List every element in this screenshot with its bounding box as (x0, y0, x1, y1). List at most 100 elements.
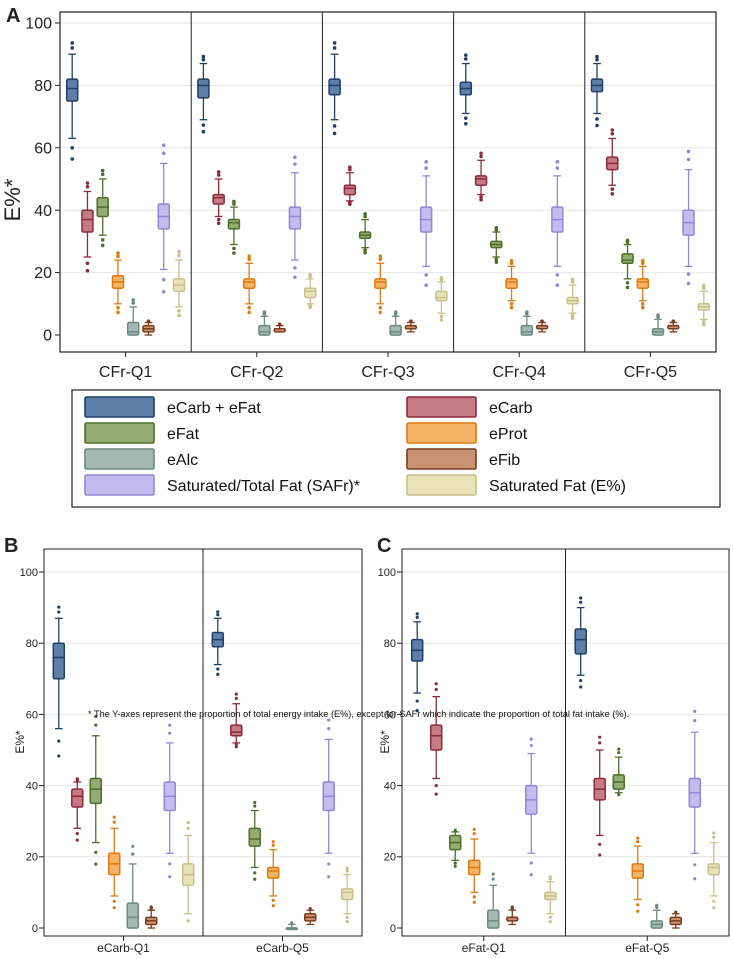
y-tick-label: 0 (43, 328, 52, 345)
box-carb (71, 777, 84, 842)
outlier-point (161, 277, 166, 282)
y-tick-label: 100 (25, 16, 52, 33)
legend-label-safe: Saturated Fat (E%) (489, 478, 626, 495)
outlier-point (595, 123, 599, 128)
outlier-point (112, 820, 116, 824)
box-carb (343, 165, 357, 207)
y-tick-label: 0 (32, 923, 38, 935)
outlier-point (378, 257, 383, 262)
box-iqr (288, 206, 302, 230)
outlier-point (271, 904, 275, 908)
outlier-point (308, 305, 312, 310)
box-iqr (81, 209, 94, 233)
outlier-point (131, 298, 136, 302)
outlier-point (293, 266, 297, 270)
outlier-point (345, 866, 349, 870)
panel-a-plot-frame (59, 11, 717, 353)
box-iqr (227, 218, 241, 230)
outlier-point (415, 615, 419, 619)
y-tick-label: 100 (378, 567, 396, 579)
outlier-point (271, 898, 275, 903)
outlier-point (625, 285, 630, 290)
outlier-point (234, 696, 238, 700)
outlier-point (686, 272, 691, 276)
outlier-point (70, 157, 75, 161)
box-fat (227, 199, 241, 255)
outlier-point (415, 699, 419, 703)
outlier-point (555, 273, 560, 277)
box-alc (126, 298, 140, 336)
outlier-point (579, 678, 583, 683)
outlier-point (186, 919, 190, 923)
box-fat (490, 226, 503, 264)
box-fib (667, 319, 680, 333)
outlier-point (277, 322, 282, 327)
box-carbfat (574, 596, 587, 689)
box-fat (448, 828, 462, 868)
outlier-point (579, 596, 583, 600)
outlier-point (94, 862, 98, 866)
box-carb (474, 151, 488, 202)
box-iqr (574, 628, 587, 655)
outlier-point (598, 842, 602, 846)
outlier-point (579, 600, 583, 604)
outlier-point (548, 919, 552, 924)
box-fat (612, 747, 625, 797)
outlier-point (348, 167, 352, 172)
box-fib (535, 319, 549, 333)
outlier-point (149, 905, 153, 909)
outlier-point (57, 739, 61, 743)
outlier-point (671, 319, 676, 323)
panel-c-ylabel: E%* (378, 730, 392, 754)
box-iqr (52, 642, 66, 680)
box-iqr (429, 724, 443, 751)
outlier-point (57, 610, 61, 614)
x-tick-label: CFr-Q2 (230, 364, 283, 381)
outlier-point (509, 258, 514, 263)
box-iqr (340, 888, 354, 901)
outlier-point (712, 899, 716, 903)
y-tick-label: 100 (20, 567, 38, 579)
box-iqr (248, 827, 262, 847)
box-alc (285, 921, 298, 931)
outlier-point (570, 280, 575, 284)
box-iqr (126, 321, 140, 336)
outlier-point (70, 46, 75, 50)
outlier-point (177, 309, 181, 313)
outlier-point (168, 731, 172, 735)
outlier-point (112, 815, 116, 819)
box-alc (651, 313, 665, 336)
outlier-point (161, 143, 166, 147)
outlier-point (529, 737, 533, 741)
outlier-point (70, 41, 75, 45)
outlier-point (57, 605, 61, 609)
outlier-point (94, 723, 98, 727)
box-prot (505, 258, 518, 310)
box-iqr (303, 287, 317, 299)
box-fat (89, 714, 103, 866)
legend-label-prot: eProt (489, 426, 528, 443)
outlier-point (701, 283, 706, 288)
outlier-point (332, 131, 337, 136)
x-tick-label: CFr-Q4 (493, 364, 546, 381)
outlier-point (464, 121, 468, 126)
legend-label-carbfat: eCarb + eFat (167, 400, 261, 417)
outlier-point (636, 909, 640, 913)
box-iqr (707, 863, 721, 876)
outlier-point (570, 316, 575, 321)
outlier-point (636, 903, 640, 907)
outlier-point (85, 268, 90, 273)
y-tick-label: 0 (390, 923, 396, 935)
panel-b: B E%* 0 20 40 60 80 100 eCarb-Q1 eCarb-Q5 (4, 535, 363, 955)
outlier-point (232, 246, 236, 251)
x-tick-label: CFr-Q5 (624, 364, 677, 381)
legend-swatch-carb (406, 396, 477, 418)
outlier-point (625, 280, 630, 285)
outlier-point (424, 160, 428, 164)
outlier-point (548, 915, 552, 919)
outlier-point (472, 827, 476, 831)
outlier-point (464, 57, 468, 61)
outlier-point (509, 305, 514, 310)
box-iqr (230, 724, 243, 737)
outlier-point (598, 741, 602, 745)
